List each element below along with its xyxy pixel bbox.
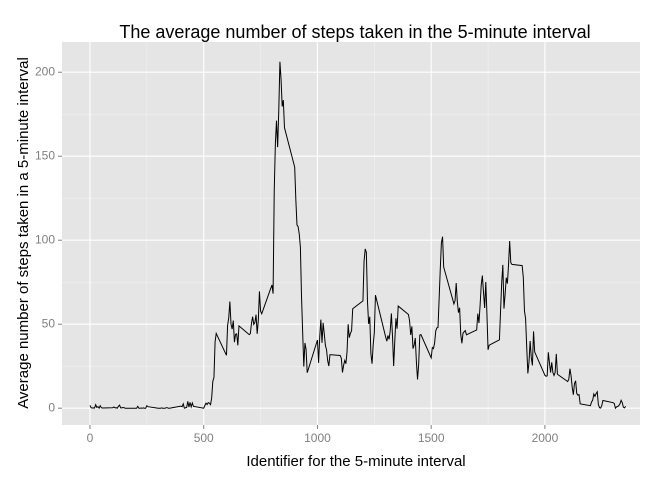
y-tick-label: 150 xyxy=(35,148,55,162)
plot-panel xyxy=(62,42,640,425)
x-axis-title: Identifier for the 5-minute interval xyxy=(246,453,465,470)
x-tick-label: 0 xyxy=(87,431,94,445)
data-line xyxy=(89,61,627,410)
x-tick-label: 1000 xyxy=(304,431,331,445)
y-tick-label: 100 xyxy=(35,232,55,246)
y-axis-title: Average number of steps taken in a 5-min… xyxy=(15,57,32,409)
y-tick-label: 50 xyxy=(42,316,56,330)
x-tick-label: 500 xyxy=(194,431,214,445)
x-tick-label: 1500 xyxy=(418,431,445,445)
x-tick-label: 2000 xyxy=(532,431,559,445)
y-tick-label: 200 xyxy=(35,64,55,78)
y-tick-label: 0 xyxy=(48,400,55,414)
chart-title: The average number of steps taken in the… xyxy=(119,22,590,42)
